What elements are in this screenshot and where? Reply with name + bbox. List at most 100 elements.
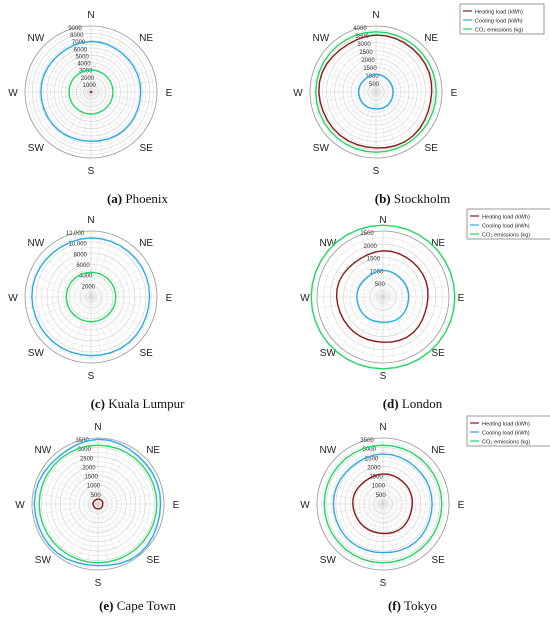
grid-spoke: [97, 503, 141, 555]
grid-spoke: [382, 503, 441, 538]
radial-tick-label: 4000: [353, 26, 367, 32]
caption-f: (f) Tokyo: [275, 598, 550, 614]
series-heating-line: [89, 90, 93, 94]
grid-spoke: [90, 231, 103, 298]
grid-spoke: [90, 234, 114, 298]
grid-spoke: [75, 441, 99, 505]
compass-label-se: SE: [431, 348, 445, 359]
compass-label-sw: SW: [320, 348, 337, 359]
grid-spoke: [382, 503, 395, 570]
grid-spoke: [40, 470, 99, 505]
radial-tick-label: 12,000: [66, 231, 85, 237]
radial-tick-label: 1000: [83, 83, 97, 89]
grid-spoke: [375, 91, 419, 143]
grid-spoke: [332, 296, 384, 340]
grid-spoke: [313, 69, 377, 93]
radial-tick-label: 2500: [365, 456, 379, 462]
compass-label-sw: SW: [35, 555, 52, 566]
radial-tick-label: 8000: [74, 252, 88, 258]
grid-spoke: [97, 438, 110, 505]
grid-spoke: [90, 285, 157, 298]
grid-spoke: [340, 296, 384, 348]
grid-spoke: [79, 296, 92, 363]
compass-label-w: W: [15, 500, 25, 511]
legend-box: [466, 415, 550, 447]
grid-spoke: [382, 274, 446, 298]
grid-spoke: [48, 246, 92, 298]
radial-tick-label: 500: [369, 82, 380, 88]
grid-spoke: [310, 80, 377, 93]
grid-spoke: [57, 34, 92, 93]
grid-spoke: [90, 91, 149, 126]
compass-label-sw: SW: [28, 143, 45, 154]
radial-tick-label: 4000: [79, 274, 93, 280]
grid-spoke: [375, 34, 410, 93]
grid-spoke: [382, 285, 449, 298]
outer-ring: [24, 25, 158, 159]
compass-label-sw: SW: [320, 555, 337, 566]
grid-spoke: [40, 254, 92, 298]
grid-spoke: [79, 26, 92, 93]
grid-spoke: [382, 234, 406, 298]
grid-spoke: [97, 453, 141, 505]
grid-spoke: [382, 438, 395, 505]
grid-spoke: [28, 91, 92, 115]
caption-f-name: Tokyo: [400, 598, 438, 613]
compass-label-se: SE: [431, 555, 445, 566]
grid-spoke: [90, 296, 125, 355]
grid-spoke: [90, 263, 149, 298]
grid-spoke: [40, 503, 99, 538]
grid-spoke: [371, 296, 384, 363]
grid-spoke: [90, 91, 114, 155]
grid-spoke: [317, 503, 384, 516]
compass-label-nw: NW: [320, 238, 337, 249]
radial-tick-label: 2000: [82, 284, 96, 290]
grid-spoke: [33, 296, 92, 331]
compass-label-ne: NE: [431, 238, 445, 249]
legend-label-heating: Heating load (kWh): [482, 214, 530, 220]
compass-label-e: E: [458, 293, 465, 304]
grid-spoke: [97, 503, 149, 547]
grid-spoke: [57, 91, 92, 150]
outer-ring: [316, 230, 450, 364]
radial-tick-label: 1000: [365, 74, 379, 80]
grid-spoke: [382, 296, 446, 320]
compass-label-n: N: [379, 215, 386, 226]
series-co2-line: [323, 444, 443, 564]
grid-spoke: [90, 239, 125, 298]
caption-f-letter: (f): [387, 598, 401, 613]
radial-tick-label: 1000: [87, 484, 101, 490]
grid-spoke: [68, 91, 92, 155]
outer-ring: [31, 437, 165, 571]
grid-spoke: [382, 296, 441, 331]
radial-tick-label: 2500: [360, 231, 374, 237]
grid-spoke: [332, 461, 384, 505]
compass-label-se: SE: [139, 143, 153, 154]
compass-label-nw: NW: [28, 238, 45, 249]
grid-spoke: [371, 503, 384, 570]
radial-tick-label: 2000: [82, 465, 96, 471]
outer-ring: [309, 25, 443, 159]
polar-chart-f: 500 1000 1500 2000 2500 3000 3500 N NE E SE S SW W NW H…: [300, 415, 550, 589]
grid-spoke: [325, 91, 377, 135]
grid-spoke: [375, 58, 434, 93]
grid-spoke: [32, 492, 99, 505]
grid-spoke: [320, 296, 384, 320]
series-heating-line: [318, 34, 433, 149]
grid-spoke: [382, 503, 406, 567]
grid-spoke: [382, 453, 426, 505]
grid-spoke: [97, 503, 164, 516]
compass-label-sw: SW: [313, 143, 330, 154]
grid-spoke: [47, 461, 99, 505]
caption-b-letter: (b): [374, 191, 391, 206]
grid-spoke: [317, 296, 384, 309]
compass-label-n: N: [379, 422, 386, 433]
grid-spoke: [97, 503, 132, 562]
radial-tick-label: 1500: [367, 257, 381, 263]
grid-spoke: [90, 296, 134, 348]
grid-spoke: [90, 34, 125, 93]
grid-spoke: [97, 446, 132, 505]
grid-spoke: [32, 503, 99, 516]
grid-spoke: [382, 246, 426, 298]
grid-spoke: [90, 296, 142, 340]
